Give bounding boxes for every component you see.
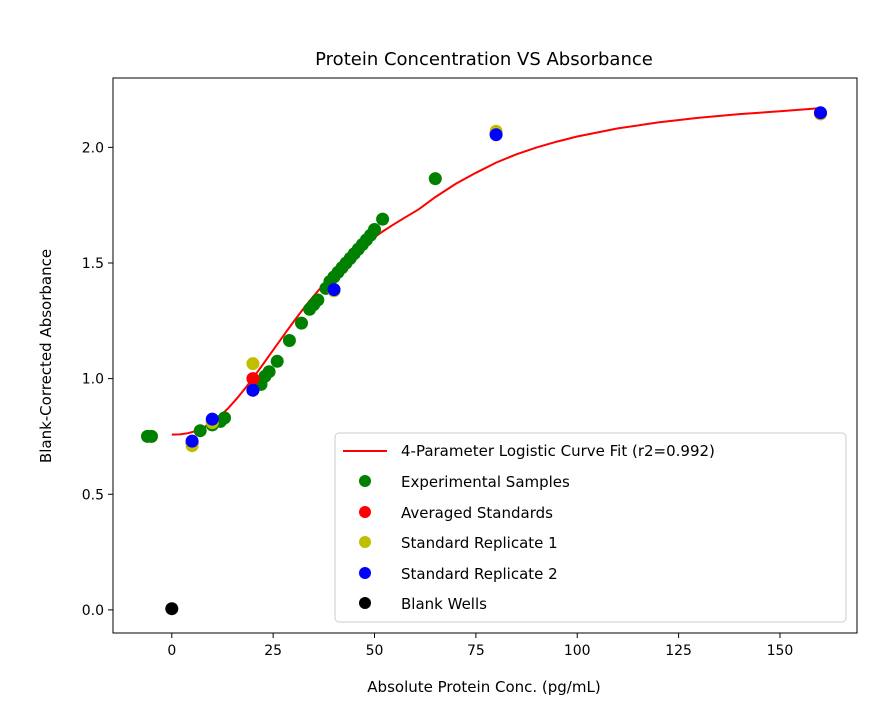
data-point-standard-replicate-2-1	[205, 412, 219, 426]
data-point-standard-replicate-1-2	[246, 357, 260, 371]
data-points	[141, 106, 827, 616]
legend-experimental-label: Experimental Samples	[401, 473, 570, 491]
legend-blank-swatch	[359, 597, 371, 609]
data-point-experimental-samples-1	[145, 429, 158, 443]
legend-averaged-label: Averaged Standards	[401, 504, 553, 522]
data-point-experimental-samples-12	[295, 316, 308, 330]
legend-averaged-swatch	[359, 506, 371, 518]
y-tick-label: 0.0	[82, 603, 104, 619]
x-axis-label: Absolute Protein Conc. (pg/mL)	[367, 678, 600, 696]
x-tick-label: 50	[366, 643, 384, 659]
plot-area	[112, 77, 858, 634]
x-tick-label: 100	[564, 643, 591, 659]
legend-replicate2-label: Standard Replicate 2	[401, 565, 558, 583]
data-point-standard-replicate-2-0	[185, 434, 199, 448]
data-point-standard-replicate-2-3	[327, 283, 341, 297]
y-tick-label: 0.5	[82, 487, 104, 503]
legend-replicate1-swatch	[359, 536, 371, 548]
data-point-experimental-samples-10	[270, 354, 284, 368]
data-point-experimental-samples-15	[311, 293, 325, 307]
legend-box	[334, 432, 847, 623]
legend-experimental-swatch	[359, 475, 371, 487]
x-tick-label: 0	[167, 643, 176, 659]
data-point-blank-wells-0	[165, 602, 179, 616]
legend-replicate1-label: Standard Replicate 1	[401, 534, 558, 552]
data-point-experimental-samples-5	[218, 411, 231, 425]
y-tick-label: 2.0	[82, 140, 104, 156]
y-axis-label: Blank-Corrected Absorbance	[37, 249, 55, 463]
data-point-experimental-samples-30	[428, 172, 442, 186]
fit-curve-line	[171, 107, 821, 436]
y-tick-label: 1.0	[82, 372, 104, 388]
data-point-experimental-samples-28	[368, 223, 381, 236]
data-point-experimental-samples-29	[376, 212, 390, 226]
data-point-averaged-standards-2	[246, 372, 260, 386]
x-axis-ticks: 0 25 50 75 100 125 150	[167, 633, 793, 659]
data-point-standard-replicate-2-4	[489, 128, 503, 142]
x-tick-label: 25	[264, 643, 282, 659]
legend: 4-Parameter Logistic Curve Fit (r2=0.992…	[334, 432, 847, 623]
y-tick-label: 1.5	[82, 256, 104, 272]
legend-fit-label: 4-Parameter Logistic Curve Fit (r2=0.992…	[401, 442, 715, 460]
axes-frame	[112, 77, 858, 634]
y-axis-ticks: 0.0 0.5 1.0 1.5 2.0	[82, 140, 113, 619]
x-tick-label: 125	[665, 643, 692, 659]
data-point-standard-replicate-2-2	[246, 383, 260, 397]
chart-title: Protein Concentration VS Absorbance	[315, 49, 653, 70]
data-point-standard-replicate-2-5	[814, 106, 827, 120]
x-tick-label: 150	[767, 643, 794, 659]
data-point-experimental-samples-2	[193, 424, 207, 438]
legend-replicate2-swatch	[359, 567, 371, 579]
x-tick-label: 75	[467, 643, 485, 659]
data-point-experimental-samples-9	[262, 365, 276, 379]
data-point-experimental-samples-11	[282, 334, 296, 347]
legend-blank-label: Blank Wells	[401, 595, 487, 613]
